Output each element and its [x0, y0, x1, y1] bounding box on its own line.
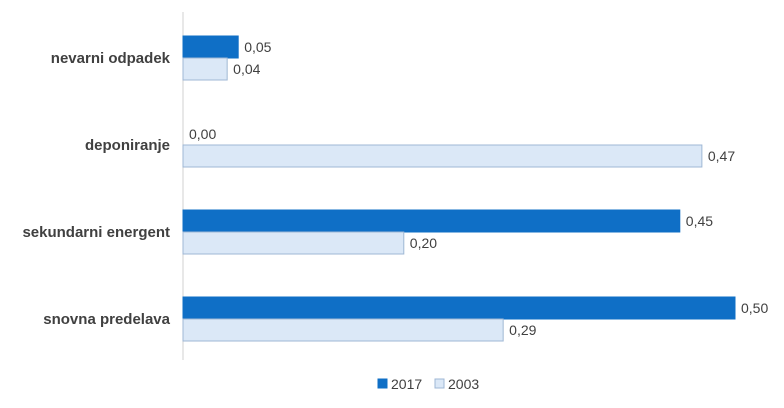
- legend-swatch-2017: [377, 378, 388, 389]
- legend: 2017 2003: [377, 376, 479, 392]
- labels-group: nevarni odpadek 0,05 0,04 deponiranje 0,00 0,…: [22, 39, 768, 338]
- value-label-2003-deponiranje: 0,47: [708, 148, 735, 164]
- value-label-2003-sekundarni-energent: 0,20: [410, 235, 437, 251]
- value-label-2003-nevarni-odpadek: 0,04: [233, 61, 260, 77]
- value-label-2017-snovna-predelava: 0,50: [741, 300, 768, 316]
- category-label-nevarni-odpadek: nevarni odpadek: [51, 50, 171, 67]
- bar-2003-nevarni-odpadek: [182, 57, 228, 81]
- value-label-2017-deponiranje: 0,00: [189, 126, 216, 142]
- bar-2003-sekundarni-energent: [182, 231, 405, 255]
- value-label-2003-snovna-predelava: 0,29: [509, 322, 536, 338]
- bars-group: [182, 35, 736, 342]
- category-label-snovna-predelava: snovna predelava: [43, 311, 170, 328]
- bar-2017-snovna-predelava: [182, 296, 736, 320]
- bar-2017-nevarni-odpadek: [182, 35, 239, 59]
- value-label-2017-nevarni-odpadek: 0,05: [244, 39, 271, 55]
- bar-2017-sekundarni-energent: [182, 209, 681, 233]
- legend-label-2017: 2017: [391, 376, 422, 392]
- legend-swatch-2003: [434, 378, 445, 389]
- category-label-deponiranje: deponiranje: [85, 137, 170, 154]
- bar-2003-snovna-predelava: [182, 318, 504, 342]
- bar-2003-deponiranje: [182, 144, 703, 168]
- category-label-sekundarni-energent: sekundarni energent: [22, 224, 170, 241]
- value-label-2017-sekundarni-energent: 0,45: [686, 213, 713, 229]
- legend-label-2003: 2003: [448, 376, 479, 392]
